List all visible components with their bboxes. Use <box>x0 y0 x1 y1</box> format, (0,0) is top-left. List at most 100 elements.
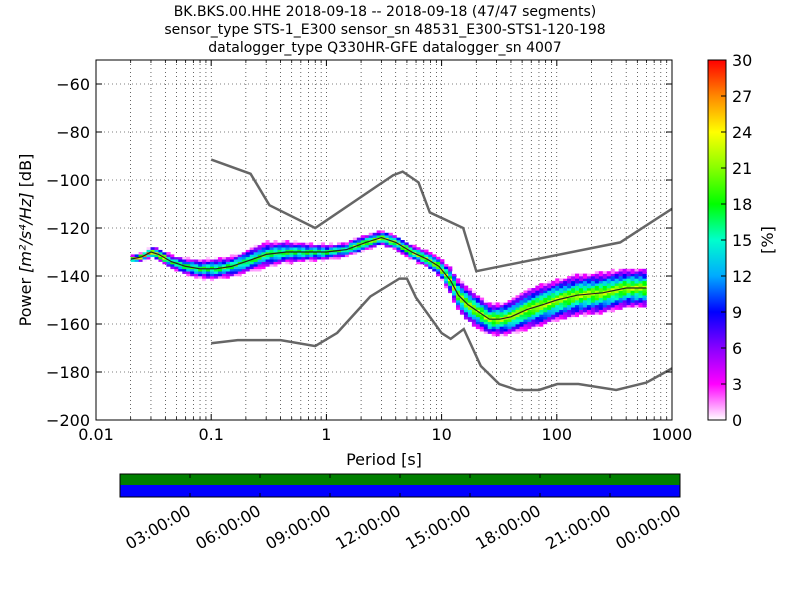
heatmap-cell <box>614 295 619 298</box>
heatmap-cell <box>499 326 504 330</box>
heatmap-cell <box>202 256 207 260</box>
heatmap-cell <box>539 312 544 315</box>
heatmap-cell <box>515 314 520 318</box>
heatmap-cell <box>571 273 576 277</box>
heatmap-cell <box>543 307 548 310</box>
heatmap-cell <box>547 290 552 294</box>
colorbar-tick-label: 27 <box>732 87 752 106</box>
heatmap-cell <box>523 302 528 306</box>
heatmap-cell <box>440 259 445 262</box>
heatmap-cell <box>590 304 596 308</box>
heatmap-cell <box>190 276 195 279</box>
heatmap-cell <box>261 264 266 267</box>
heatmap-cell <box>241 259 247 262</box>
heatmap-cell <box>567 278 572 282</box>
heatmap-cell <box>642 300 647 303</box>
heatmap-cell <box>444 266 449 270</box>
heatmap-cell <box>229 264 235 267</box>
heatmap-cell <box>313 249 318 253</box>
heatmap-cell <box>432 256 437 260</box>
heatmap-cell <box>559 295 564 298</box>
heatmap-cell <box>206 256 211 260</box>
heatmap-cell <box>551 283 556 286</box>
heatmap-cell <box>467 290 473 294</box>
heatmap-cell <box>559 307 564 310</box>
heatmap-cell <box>503 324 508 327</box>
heatmap-cell <box>551 319 556 322</box>
heatmap-cell <box>523 312 528 315</box>
heatmap-cell <box>551 285 556 289</box>
heatmap-cell <box>483 316 489 320</box>
heatmap-cell <box>452 278 457 282</box>
heatmap-cell <box>535 319 540 322</box>
heatmap-cell <box>372 232 377 236</box>
heatmap-cell <box>444 264 449 267</box>
heatmap-cell <box>412 244 417 248</box>
x-axis-label: Period [s] <box>346 450 422 469</box>
heatmap-cell <box>420 259 425 262</box>
heatmap-cell <box>483 324 489 327</box>
heatmap-cell <box>448 276 453 279</box>
heatmap-cell <box>575 307 580 310</box>
heatmap-cell <box>642 273 647 277</box>
heatmap-cell <box>630 283 635 286</box>
heatmap-cell <box>547 309 552 313</box>
heatmap-cell <box>630 285 635 289</box>
heatmap-cell <box>317 249 322 253</box>
heatmap-cell <box>602 309 608 313</box>
heatmap-cell <box>555 297 560 301</box>
heatmap-cell <box>471 304 477 308</box>
heatmap-cell <box>483 321 489 325</box>
heatmap-cell <box>150 256 155 260</box>
heatmap-cell <box>444 278 449 282</box>
heatmap-cell <box>555 290 560 294</box>
heatmap-cell <box>364 240 370 243</box>
heatmap-cell <box>297 240 302 243</box>
heatmap-cell <box>467 302 473 306</box>
heatmap-cell <box>309 252 314 255</box>
heatmap-cell <box>527 324 532 327</box>
heatmap-cell <box>456 290 461 294</box>
heatmap-cell <box>174 266 179 270</box>
heatmap-cell <box>475 324 481 327</box>
heatmap-cell <box>154 247 159 250</box>
heatmap-cell <box>539 290 544 294</box>
heatmap-cell <box>626 276 631 279</box>
heatmap-cell <box>614 297 619 301</box>
heatmap-cell <box>241 264 247 267</box>
heatmap-cell <box>598 297 604 301</box>
heatmap-cell <box>519 326 524 330</box>
heatmap-cell <box>638 280 643 284</box>
heatmap-cell <box>213 259 219 262</box>
heatmap-cell <box>162 261 167 265</box>
heatmap-cell <box>253 271 258 274</box>
heatmap-cell <box>511 324 516 327</box>
heatmap-cell <box>555 319 560 322</box>
heatmap-cell <box>515 331 520 334</box>
heatmap-cell <box>519 297 524 301</box>
heatmap-cell <box>420 252 425 255</box>
heatmap-cell <box>420 261 425 265</box>
heatmap-cell <box>630 295 635 298</box>
heatmap-cell <box>634 302 639 306</box>
heatmap-cell <box>225 271 231 274</box>
heatmap-cell <box>511 321 516 325</box>
heatmap-cell <box>340 244 346 248</box>
heatmap-cell <box>590 276 596 279</box>
heatmap-cell <box>614 283 619 286</box>
heatmap-cell <box>436 259 441 262</box>
heatmap-cell <box>285 247 290 250</box>
colorbar-tick-label: 24 <box>732 123 752 142</box>
heatmap-cell <box>642 276 647 279</box>
heatmap-cell <box>198 276 203 279</box>
heatmap-cell <box>559 290 564 294</box>
heatmap-cell <box>499 309 504 313</box>
heatmap-cell <box>614 300 619 303</box>
heatmap-cell <box>237 268 243 272</box>
heatmap-cell <box>563 276 568 279</box>
timeline-tick-label: 18:00:00 <box>472 501 544 553</box>
heatmap-cell <box>317 242 322 246</box>
heatmap-cell <box>535 309 540 313</box>
heatmap-cell <box>535 292 540 296</box>
heatmap-cell <box>249 271 254 274</box>
